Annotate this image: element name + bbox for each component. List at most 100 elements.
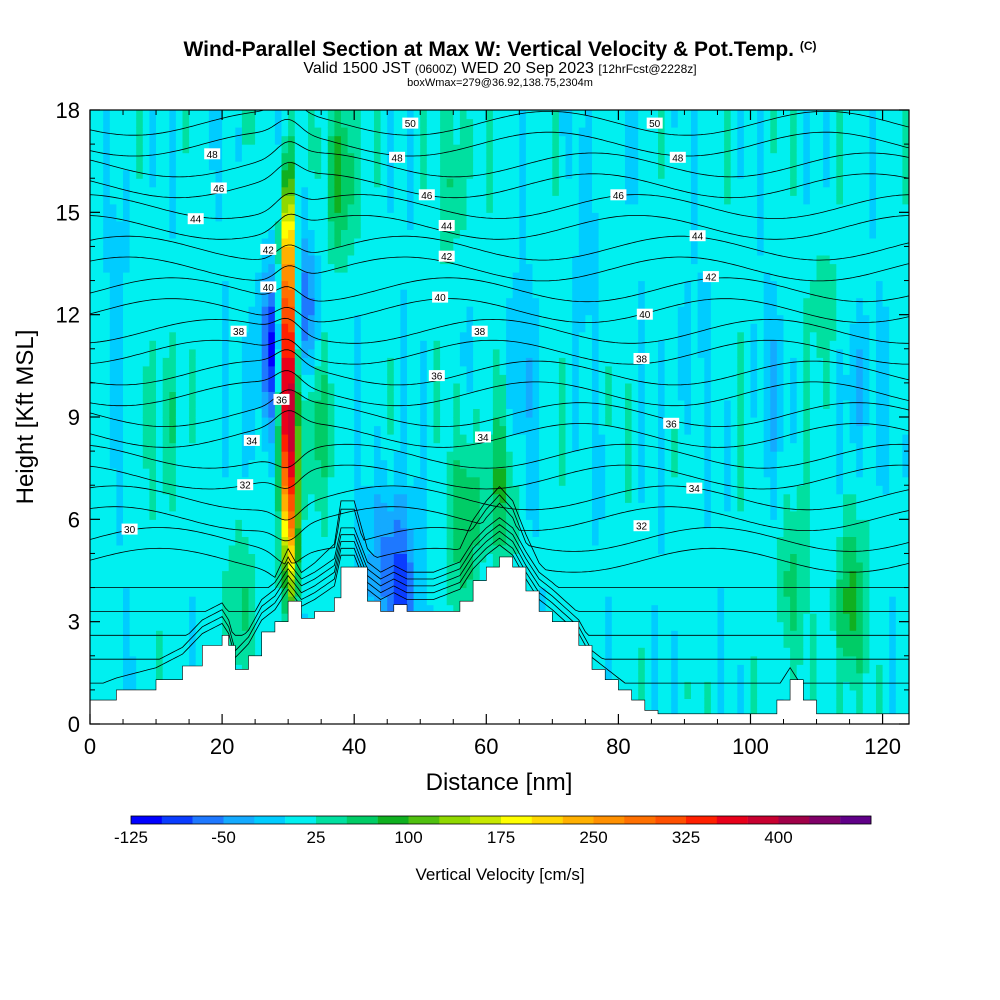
velocity-cell	[195, 638, 203, 648]
velocity-cell	[149, 203, 157, 213]
velocity-cell	[380, 417, 388, 427]
velocity-cell	[142, 476, 150, 486]
velocity-cell	[426, 340, 434, 350]
velocity-cell	[202, 323, 210, 333]
velocity-cell	[294, 510, 302, 520]
velocity-cell	[202, 203, 210, 213]
velocity-cell	[169, 178, 177, 188]
velocity-cell	[241, 144, 250, 154]
velocity-cell	[142, 638, 150, 648]
velocity-cell	[459, 289, 468, 299]
velocity-cell	[334, 144, 342, 154]
velocity-cell	[228, 476, 236, 486]
velocity-cell	[156, 127, 164, 137]
velocity-cell	[189, 536, 197, 546]
velocity-cell	[380, 536, 388, 546]
velocity-cell	[387, 169, 395, 179]
velocity-cell	[407, 127, 415, 137]
velocity-cell	[116, 323, 124, 333]
velocity-cell	[400, 135, 408, 145]
velocity-cell	[539, 519, 547, 529]
velocity-cell	[426, 459, 434, 469]
velocity-cell	[380, 442, 388, 452]
velocity-cell	[281, 331, 289, 341]
velocity-cell	[301, 468, 309, 478]
velocity-cell	[380, 468, 388, 478]
velocity-cell	[241, 195, 250, 205]
velocity-cell	[407, 331, 415, 341]
velocity-cell	[499, 263, 507, 273]
velocity-cell	[525, 127, 534, 137]
velocity-cell	[512, 203, 520, 213]
velocity-cell	[116, 553, 124, 563]
velocity-cell	[235, 220, 243, 230]
velocity-cell	[222, 152, 230, 162]
velocity-cell	[288, 263, 296, 273]
velocity-cell	[374, 280, 382, 290]
velocity-cell	[189, 587, 197, 597]
velocity-cell	[189, 178, 197, 188]
velocity-cell	[294, 544, 302, 554]
velocity-cell	[321, 476, 329, 486]
velocity-cell	[136, 459, 144, 469]
velocity-cell	[123, 604, 131, 614]
velocity-cell	[208, 399, 217, 409]
velocity-cell	[103, 323, 111, 333]
velocity-cell	[327, 459, 335, 469]
velocity-cell	[175, 331, 184, 341]
velocity-cell	[175, 152, 184, 162]
velocity-cell	[208, 451, 217, 461]
velocity-cell	[308, 553, 316, 563]
velocity-cell	[354, 152, 362, 162]
velocity-cell	[347, 348, 355, 358]
velocity-cell	[261, 468, 269, 478]
velocity-cell	[182, 442, 190, 452]
velocity-cell	[321, 118, 329, 128]
velocity-cell	[473, 468, 481, 478]
boxwmax-info: boxWmax=279@36.92,138.75,2304m	[407, 77, 593, 89]
velocity-cell	[189, 579, 197, 589]
velocity-cell	[241, 553, 250, 563]
velocity-cell	[512, 212, 520, 222]
velocity-cell	[446, 110, 454, 120]
velocity-cell	[499, 314, 507, 324]
velocity-cell	[274, 331, 283, 341]
velocity-cell	[162, 527, 170, 537]
velocity-cell	[360, 374, 368, 384]
velocity-cell	[519, 118, 527, 128]
velocity-cell	[109, 399, 117, 409]
velocity-cell	[294, 297, 302, 307]
velocity-cell	[321, 382, 329, 392]
velocity-cell	[360, 562, 368, 572]
velocity-cell	[202, 451, 210, 461]
velocity-cell	[156, 570, 164, 580]
velocity-cell	[195, 382, 203, 392]
velocity-cell	[182, 229, 190, 239]
velocity-cell	[175, 263, 184, 273]
velocity-cell	[175, 246, 184, 256]
velocity-cell	[288, 408, 296, 418]
velocity-cell	[288, 553, 296, 563]
velocity-cell	[341, 161, 349, 171]
velocity-cell	[453, 118, 461, 128]
velocity-cell	[492, 331, 501, 341]
velocity-cell	[459, 195, 468, 205]
velocity-cell	[294, 195, 302, 205]
velocity-cell	[235, 246, 243, 256]
velocity-cell	[288, 289, 296, 299]
velocity-cell	[215, 587, 223, 597]
velocity-cell	[96, 519, 104, 529]
velocity-cell	[539, 118, 547, 128]
velocity-cell	[142, 195, 150, 205]
velocity-cell	[90, 476, 98, 486]
velocity-cell	[241, 237, 250, 247]
velocity-cell	[308, 152, 316, 162]
velocity-cell	[103, 255, 111, 265]
velocity-cell	[215, 212, 223, 222]
velocity-cell	[367, 237, 375, 247]
velocity-cell	[354, 229, 362, 239]
velocity-cell	[466, 587, 474, 597]
velocity-cell	[169, 570, 177, 580]
velocity-cell	[274, 365, 283, 375]
velocity-cell	[387, 536, 395, 546]
